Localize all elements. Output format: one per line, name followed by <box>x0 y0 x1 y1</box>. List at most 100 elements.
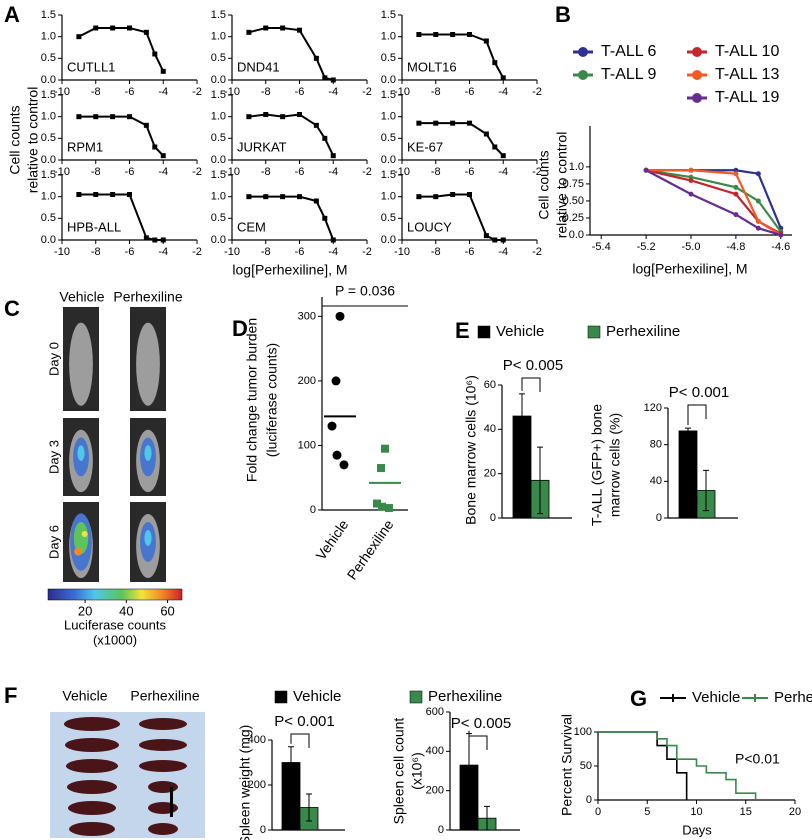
y-tick-label: 120 <box>644 402 662 414</box>
x-tick-label: -6 <box>295 86 305 98</box>
x-tick-label: Vehicle <box>312 517 351 563</box>
data-point <box>733 212 739 218</box>
data-point <box>297 27 302 33</box>
data-point <box>733 171 739 177</box>
x-tick-label: -6 <box>295 246 305 258</box>
y-axis-label: (luciferase counts) <box>264 343 280 457</box>
data-point <box>450 32 456 37</box>
legend-swatch <box>477 325 491 339</box>
x-tick-label: -8 <box>431 86 441 98</box>
error-bar <box>288 746 294 779</box>
data-point <box>280 194 286 200</box>
y-tick-label: 0.5 <box>41 52 56 64</box>
x-tick-label: -6 <box>465 246 475 258</box>
data-point <box>160 68 166 74</box>
y-axis-label: T-ALL (GFP+) bone <box>589 404 605 526</box>
y-tick-label: 1.0 <box>41 191 56 203</box>
data-point <box>492 144 498 150</box>
y-axis-label: Spleen weight (mg) <box>237 725 253 840</box>
data-point <box>76 114 82 120</box>
data-point <box>127 192 132 197</box>
data-point <box>378 502 386 511</box>
x-tick-label: -5.4 <box>592 241 611 253</box>
y-tick-label: 1.0 <box>211 191 226 203</box>
x-tick-label: -6 <box>465 166 475 178</box>
x-tick-label: Perhexiline <box>344 516 397 582</box>
data-point <box>483 38 489 44</box>
data-point <box>339 460 349 470</box>
data-point <box>467 192 472 197</box>
subplot-title: CEM <box>237 219 266 234</box>
significance-bracket <box>687 404 707 426</box>
data-point <box>467 120 472 126</box>
data-point <box>688 178 694 183</box>
x-tick-label: 5 <box>644 806 650 818</box>
scale-bar <box>170 787 173 817</box>
signal <box>144 530 152 546</box>
y-tick-label: 200 <box>298 375 316 387</box>
data-point <box>327 421 337 431</box>
data-point <box>330 237 336 243</box>
signal <box>73 522 89 554</box>
data-point <box>450 192 456 197</box>
data-point <box>331 376 341 386</box>
y-tick-label: 0.0 <box>41 234 56 246</box>
data-point <box>76 34 82 40</box>
y-tick-label: 1.5 <box>211 9 226 21</box>
colorbar-tick-label: 20 <box>78 603 92 618</box>
x-tick-label: 20 <box>789 806 801 818</box>
spleen <box>148 781 178 793</box>
data-point <box>330 77 336 83</box>
y-tick-label: 100 <box>298 439 316 451</box>
signal <box>144 445 152 461</box>
y-tick-label: 400 <box>248 734 266 746</box>
y-tick-label: 0.0 <box>211 234 226 246</box>
x-tick-label: -10 <box>224 246 240 258</box>
data-point <box>313 198 319 204</box>
y-tick-label: 300 <box>298 310 316 322</box>
x-tick-label: -4 <box>498 246 508 258</box>
colorbar-tick-label: 60 <box>160 603 174 618</box>
panel-letter: B <box>555 2 571 27</box>
y-tick-label: 0.5 <box>211 212 226 224</box>
x-tick-label: -6 <box>125 166 135 178</box>
legend-marker <box>578 47 588 57</box>
y-tick-label: 0.5 <box>211 132 226 144</box>
error-bar <box>306 793 312 822</box>
x-tick-label: -4 <box>328 166 338 178</box>
spleen <box>69 822 115 836</box>
data-point <box>755 198 761 204</box>
p-value: P = 0.036 <box>335 283 395 299</box>
data-point <box>755 218 761 224</box>
y-tick-label: 1.5 <box>381 89 396 101</box>
bar <box>678 430 698 519</box>
panel-letter: D <box>232 316 248 341</box>
y-axis-label: Spleen cell count <box>391 718 407 825</box>
x-tick-label: -2 <box>362 166 372 178</box>
data-point <box>500 75 506 81</box>
x-tick-label: -10 <box>54 246 70 258</box>
data-point <box>381 444 389 453</box>
y-tick-label: 0.25 <box>563 212 584 224</box>
data-point <box>416 194 422 200</box>
y-tick-label: 1.0 <box>381 111 396 123</box>
panel-letter: E <box>455 318 470 343</box>
data-point <box>733 184 739 190</box>
legend-marker <box>692 47 702 57</box>
data-point <box>152 144 158 150</box>
signal <box>81 531 88 537</box>
y-tick-label: 0 <box>438 824 444 836</box>
data-point <box>377 464 385 473</box>
legend-swatch <box>587 325 601 339</box>
data-point <box>385 504 393 513</box>
x-tick-label: -2 <box>362 86 372 98</box>
data-point <box>263 194 269 200</box>
subplot-title: JURKAT <box>237 139 287 154</box>
y-tick-label: 100 <box>574 726 592 738</box>
y-axis-label: relative to control <box>554 132 570 239</box>
colorbar-label: (x1000) <box>93 632 137 647</box>
data-point <box>492 60 498 66</box>
x-tick-label: -2 <box>532 86 542 98</box>
y-tick-label: 0.5 <box>211 52 226 64</box>
data-point <box>93 25 99 31</box>
